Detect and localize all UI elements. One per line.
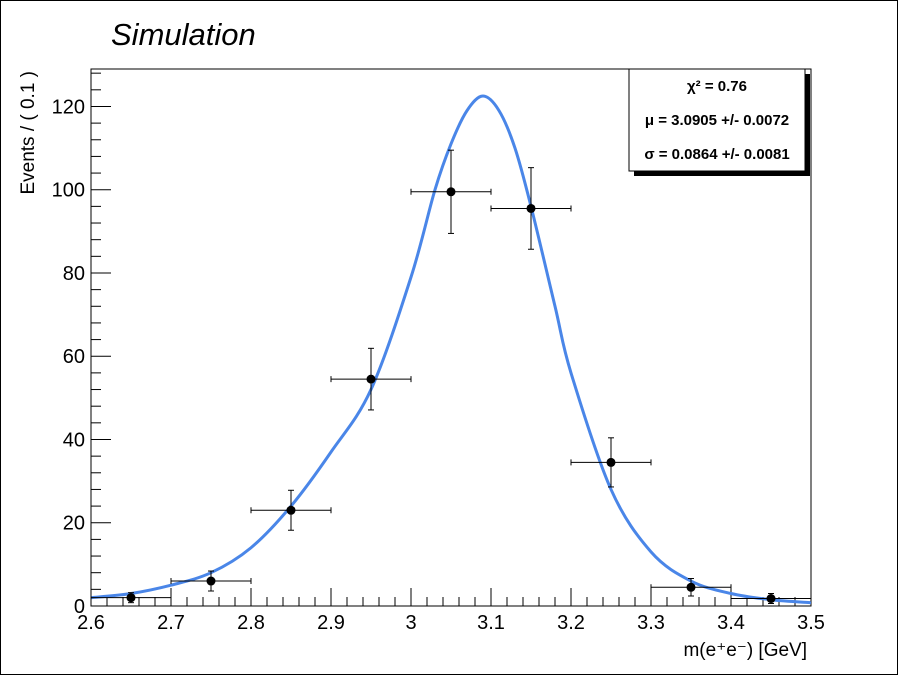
stats-box: χ² = 0.76 μ = 3.0905 +/- 0.0072 σ = 0.08… bbox=[628, 68, 810, 176]
y-tick-label: 40 bbox=[63, 429, 85, 451]
tick-labels: 2.6 2.7 2.8 2.9 3 3.1 3.2 3.3 3.4 3.5 0 20 40 60 80 100… bbox=[52, 96, 825, 634]
data-point bbox=[250, 489, 332, 531]
plot-frame bbox=[90, 68, 812, 607]
x-tick-label: 3 bbox=[405, 612, 416, 634]
y-tick-label: 80 bbox=[63, 263, 85, 285]
x-tick-label: 2.8 bbox=[237, 612, 265, 634]
x-tick-label: 3.5 bbox=[797, 612, 825, 634]
data-point bbox=[410, 149, 492, 234]
x-tick-label: 3.4 bbox=[717, 612, 745, 634]
x-tick-label: 2.7 bbox=[157, 612, 185, 634]
page-title: Simulation bbox=[111, 17, 256, 52]
x-tick-label: 3.3 bbox=[637, 612, 665, 634]
y-tick-label: 120 bbox=[52, 96, 85, 118]
chi2-label: χ² = 0.76 bbox=[687, 78, 747, 95]
data-marker bbox=[766, 594, 776, 604]
x-tick-label: 2.9 bbox=[317, 612, 345, 634]
data-marker bbox=[126, 593, 136, 603]
data-point bbox=[90, 592, 172, 604]
data-point bbox=[570, 437, 652, 488]
data-point bbox=[650, 578, 732, 597]
data-point bbox=[170, 570, 252, 592]
y-tick-label: 100 bbox=[52, 180, 85, 202]
data-point bbox=[330, 347, 412, 411]
fit-curve bbox=[90, 94, 812, 605]
y-axis-title: Events / ( 0.1 ) bbox=[18, 71, 39, 195]
sigma-label: σ = 0.0864 +/- 0.0081 bbox=[644, 146, 789, 163]
x-axis-title: m(e⁺e⁻) [GeV] bbox=[683, 640, 807, 661]
stats-box-panel bbox=[628, 68, 806, 172]
y-tick-label: 0 bbox=[74, 596, 85, 618]
points-layer bbox=[90, 149, 812, 605]
major-ticks bbox=[90, 105, 812, 607]
data-marker bbox=[526, 203, 536, 213]
x-tick-label: 3.1 bbox=[477, 612, 505, 634]
data-marker bbox=[606, 457, 616, 467]
data-marker bbox=[446, 187, 456, 197]
x-tick-label: 2.6 bbox=[77, 612, 105, 634]
data-marker bbox=[286, 505, 296, 515]
fit-layer bbox=[90, 94, 812, 605]
data-point bbox=[490, 167, 572, 250]
y-tick-label: 20 bbox=[63, 513, 85, 535]
mu-label: μ = 3.0905 +/- 0.0072 bbox=[645, 112, 789, 129]
data-marker bbox=[686, 582, 696, 592]
x-tick-label: 3.2 bbox=[557, 612, 585, 634]
data-marker bbox=[206, 576, 216, 586]
data-point bbox=[730, 593, 812, 605]
data-marker bbox=[366, 374, 376, 384]
y-tick-label: 60 bbox=[63, 346, 85, 368]
